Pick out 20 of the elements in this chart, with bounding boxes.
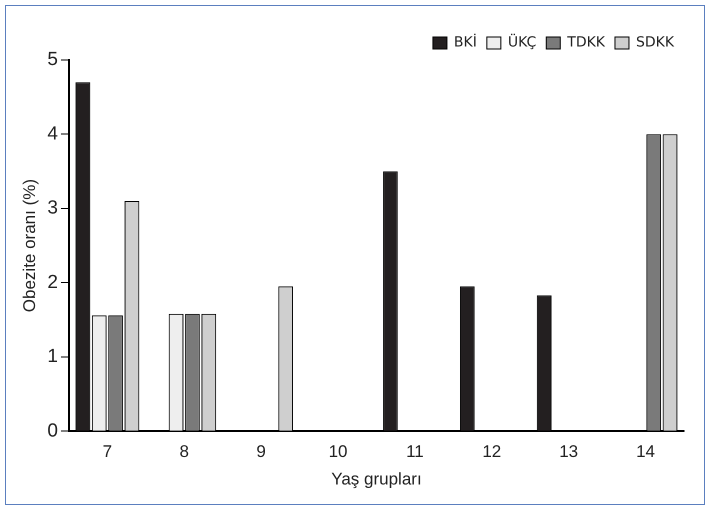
y-tick-label: 5 [47, 49, 58, 70]
x-tick-label: 11 [406, 442, 424, 462]
y-tick-label: 2 [47, 272, 58, 293]
legend-label: BKİ [454, 34, 477, 51]
y-axis-title: Obezite oranı (%) [20, 178, 39, 312]
legend-label: SDKK [636, 34, 675, 51]
legend-label: ÜKÇ [508, 34, 537, 51]
y-tick-label: 3 [47, 198, 58, 219]
x-tick-label: 8 [180, 442, 190, 462]
x-axis-title: Yaş grupları [331, 469, 422, 488]
x-tick-label: 7 [102, 442, 112, 462]
x-tick-label: 13 [559, 442, 578, 462]
legend-label: TDKK [566, 34, 606, 51]
x-tick-label: 12 [482, 442, 502, 462]
x-tick-label: 9 [256, 442, 266, 462]
x-tick-label: 14 [636, 442, 656, 462]
y-tick-label: 4 [47, 123, 58, 144]
y-tick-label: 1 [47, 346, 58, 368]
y-tick-label: 0 [47, 420, 58, 442]
x-tick-label: 10 [328, 442, 348, 462]
